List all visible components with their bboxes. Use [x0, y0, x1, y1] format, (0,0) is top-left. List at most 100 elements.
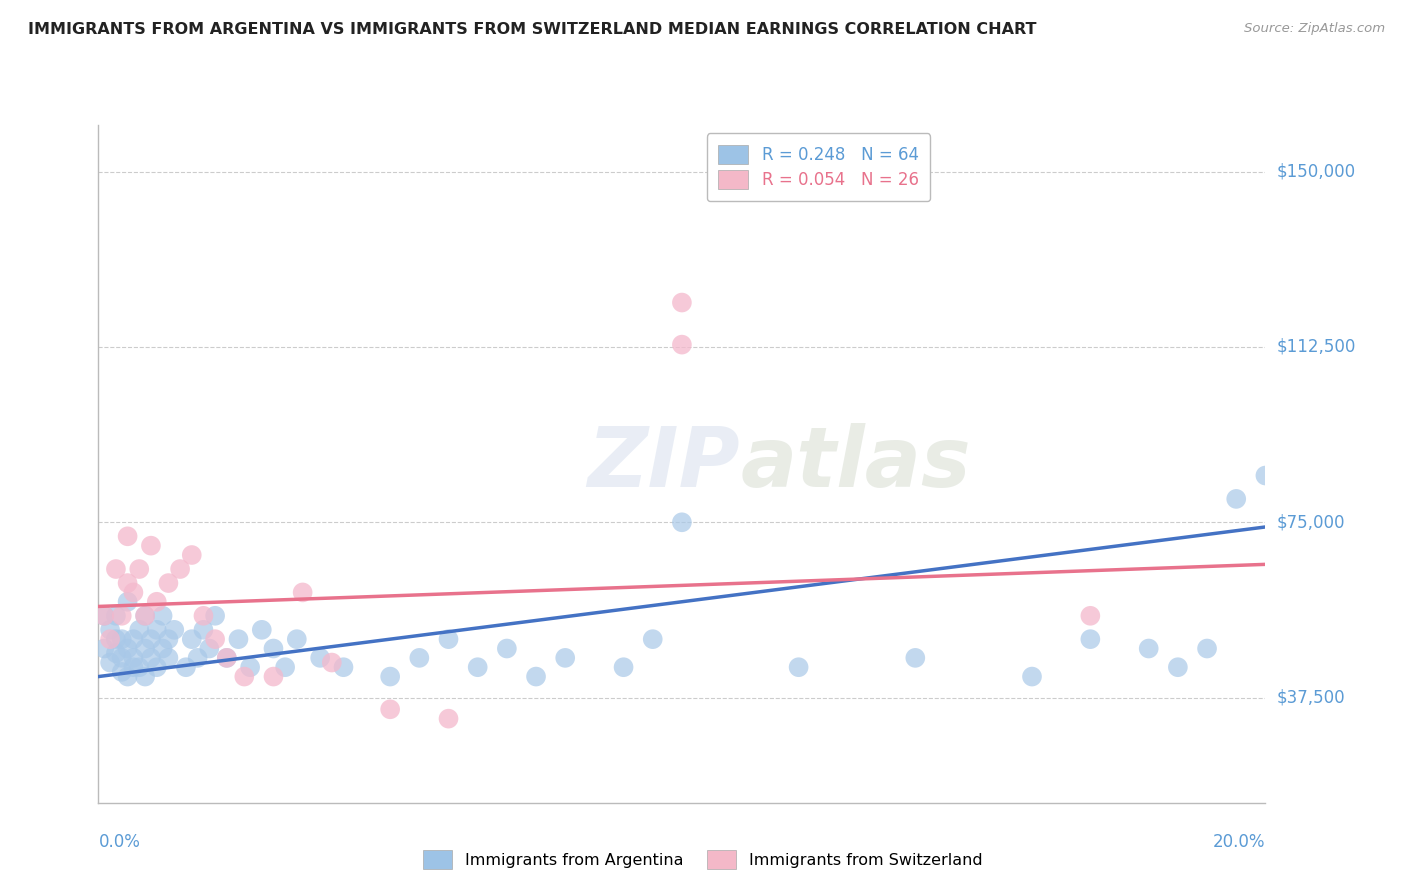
Point [104, 562, 127, 576]
Point [157, 651, 180, 665]
Point [128, 562, 150, 576]
Point [169, 562, 191, 576]
Text: atlas: atlas [741, 424, 972, 504]
Point [1021, 669, 1043, 683]
Point [122, 585, 145, 599]
Point [134, 669, 156, 683]
Text: $75,000: $75,000 [1277, 513, 1346, 532]
Point [139, 651, 162, 665]
Point [98, 632, 121, 647]
Point [128, 660, 150, 674]
Point [111, 651, 134, 665]
Point [146, 660, 169, 674]
Point [117, 529, 139, 543]
Point [152, 608, 174, 623]
Point [104, 608, 127, 623]
Point [641, 632, 664, 647]
Text: ZIP: ZIP [588, 424, 741, 504]
Point [128, 623, 150, 637]
Point [378, 702, 402, 716]
Point [93, 608, 115, 623]
Point [134, 608, 156, 623]
Point [262, 641, 284, 656]
Point [104, 646, 127, 660]
Point [139, 539, 162, 553]
Point [198, 641, 221, 656]
Point [378, 669, 402, 683]
Point [467, 660, 489, 674]
Point [1254, 468, 1277, 483]
Point [122, 632, 145, 647]
Point [146, 623, 169, 637]
Point [904, 651, 927, 665]
Text: Source: ZipAtlas.com: Source: ZipAtlas.com [1244, 22, 1385, 36]
Point [111, 632, 134, 647]
Point [321, 656, 343, 670]
Point [250, 623, 273, 637]
Point [180, 632, 202, 647]
Point [291, 585, 314, 599]
Point [187, 651, 209, 665]
Point [1080, 608, 1102, 623]
Point [163, 623, 186, 637]
Point [671, 337, 693, 351]
Point [104, 632, 127, 647]
Point [146, 595, 169, 609]
Point [332, 660, 354, 674]
Point [98, 656, 121, 670]
Point [239, 660, 262, 674]
Text: 0.0%: 0.0% [98, 833, 141, 851]
Point [134, 608, 156, 623]
Point [233, 669, 256, 683]
Point [437, 632, 460, 647]
Point [1137, 641, 1160, 656]
Text: $150,000: $150,000 [1277, 162, 1355, 181]
Point [193, 623, 215, 637]
Point [554, 651, 576, 665]
Point [111, 665, 134, 679]
Point [671, 295, 693, 310]
Point [309, 651, 332, 665]
Point [1167, 660, 1189, 674]
Point [111, 608, 134, 623]
Point [671, 516, 693, 530]
Point [437, 712, 460, 726]
Point [139, 632, 162, 647]
Legend: Immigrants from Argentina, Immigrants from Switzerland: Immigrants from Argentina, Immigrants fr… [418, 844, 988, 875]
Point [93, 641, 115, 656]
Point [157, 632, 180, 647]
Point [408, 651, 430, 665]
Text: 20.0%: 20.0% [1213, 833, 1265, 851]
Point [157, 576, 180, 591]
Text: $112,500: $112,500 [1277, 338, 1355, 356]
Text: IMMIGRANTS FROM ARGENTINA VS IMMIGRANTS FROM SWITZERLAND MEDIAN EARNINGS CORRELA: IMMIGRANTS FROM ARGENTINA VS IMMIGRANTS … [28, 22, 1036, 37]
Point [117, 669, 139, 683]
Point [117, 641, 139, 656]
Point [180, 548, 202, 562]
Point [1080, 632, 1102, 647]
Point [228, 632, 250, 647]
Point [262, 669, 284, 683]
Point [495, 641, 517, 656]
Point [193, 608, 215, 623]
Point [1225, 491, 1247, 506]
Point [612, 660, 634, 674]
Point [787, 660, 810, 674]
Point [98, 623, 121, 637]
Text: $37,500: $37,500 [1277, 689, 1346, 706]
Point [274, 660, 297, 674]
Point [1195, 641, 1218, 656]
Point [204, 632, 226, 647]
Point [524, 669, 547, 683]
Point [122, 651, 145, 665]
Point [204, 608, 226, 623]
Point [122, 660, 145, 674]
Point [134, 641, 156, 656]
Point [117, 595, 139, 609]
Legend: R = 0.248   N = 64, R = 0.054   N = 26: R = 0.248 N = 64, R = 0.054 N = 26 [707, 133, 931, 201]
Point [93, 608, 115, 623]
Point [152, 641, 174, 656]
Point [215, 651, 238, 665]
Point [117, 576, 139, 591]
Point [285, 632, 308, 647]
